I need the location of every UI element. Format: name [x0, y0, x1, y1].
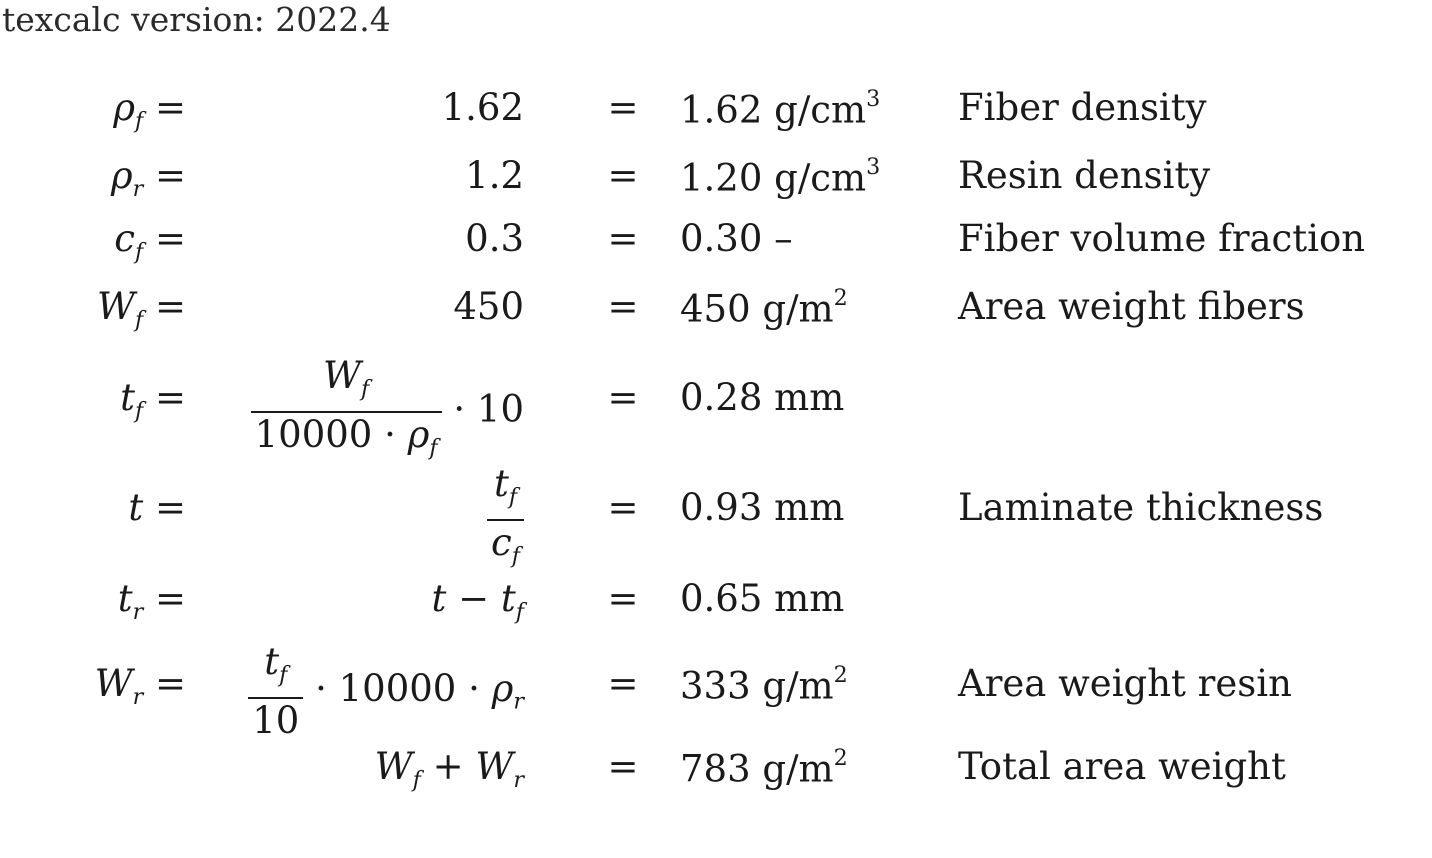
description: Area weight fibers [958, 285, 1305, 328]
fraction-denominator: cf [491, 520, 520, 569]
version-label: texcalc version: 2022.4 [2, 0, 391, 39]
expression: t − tf [431, 577, 525, 625]
expression: 450 [453, 285, 524, 328]
lhs: ρf = [113, 86, 186, 134]
expression: tf cf [487, 462, 524, 578]
lhs: cf = [114, 217, 186, 265]
equals-sign: = [607, 154, 639, 197]
equals-sign: = [607, 662, 639, 705]
fraction-numerator: tf [487, 462, 524, 521]
lhs: tr = [117, 577, 186, 625]
equals-sign: = [607, 86, 639, 129]
description: Resin density [958, 154, 1211, 197]
equals-sign: = [607, 217, 639, 260]
equals-sign: = [607, 577, 639, 620]
fraction: tf 10 [248, 640, 304, 743]
result: 333 g/m2 [680, 662, 848, 708]
result: 0.28 mm [680, 376, 845, 419]
description: Fiber volume fraction [958, 217, 1366, 260]
equals-sign: = [607, 376, 639, 419]
result: 783 g/m2 [680, 745, 848, 791]
description: Area weight resin [958, 662, 1292, 705]
fraction: tf cf [487, 462, 524, 578]
result: 1.62 g/cm3 [680, 86, 881, 132]
result: 450 g/m2 [680, 285, 848, 331]
fraction: Wf 10000 · ρf [250, 354, 442, 470]
result: 1.20 g/cm3 [680, 154, 881, 200]
equals-sign: = [607, 486, 639, 529]
expression: Wf 10000 · ρf · 10 [250, 354, 524, 470]
expression: Wf + Wr [374, 745, 524, 793]
expression: 0.3 [465, 217, 524, 260]
fraction-numerator: tf [248, 640, 304, 699]
fraction-denominator: 10 [252, 698, 300, 742]
equals-sign: = [607, 285, 639, 328]
description: Total area weight [958, 745, 1286, 788]
result: 0.30 – [680, 217, 793, 260]
lhs: ρr = [110, 154, 186, 202]
fraction-numerator: Wf [250, 354, 442, 413]
description: Fiber density [958, 86, 1207, 129]
lhs: Wr = [94, 662, 186, 710]
lhs: tf = [120, 376, 186, 424]
result: 0.65 mm [680, 577, 845, 620]
expression: 1.62 [441, 86, 524, 129]
description: Laminate thickness [958, 486, 1324, 529]
equals-sign: = [607, 745, 639, 788]
expression: tf 10 · 10000 · ρr [248, 640, 524, 743]
fraction-denominator: 10000 · ρf [254, 412, 438, 461]
lhs: Wf = [96, 285, 186, 333]
lhs: t = [128, 486, 186, 529]
expression: 1.2 [465, 154, 524, 197]
result: 0.93 mm [680, 486, 845, 529]
